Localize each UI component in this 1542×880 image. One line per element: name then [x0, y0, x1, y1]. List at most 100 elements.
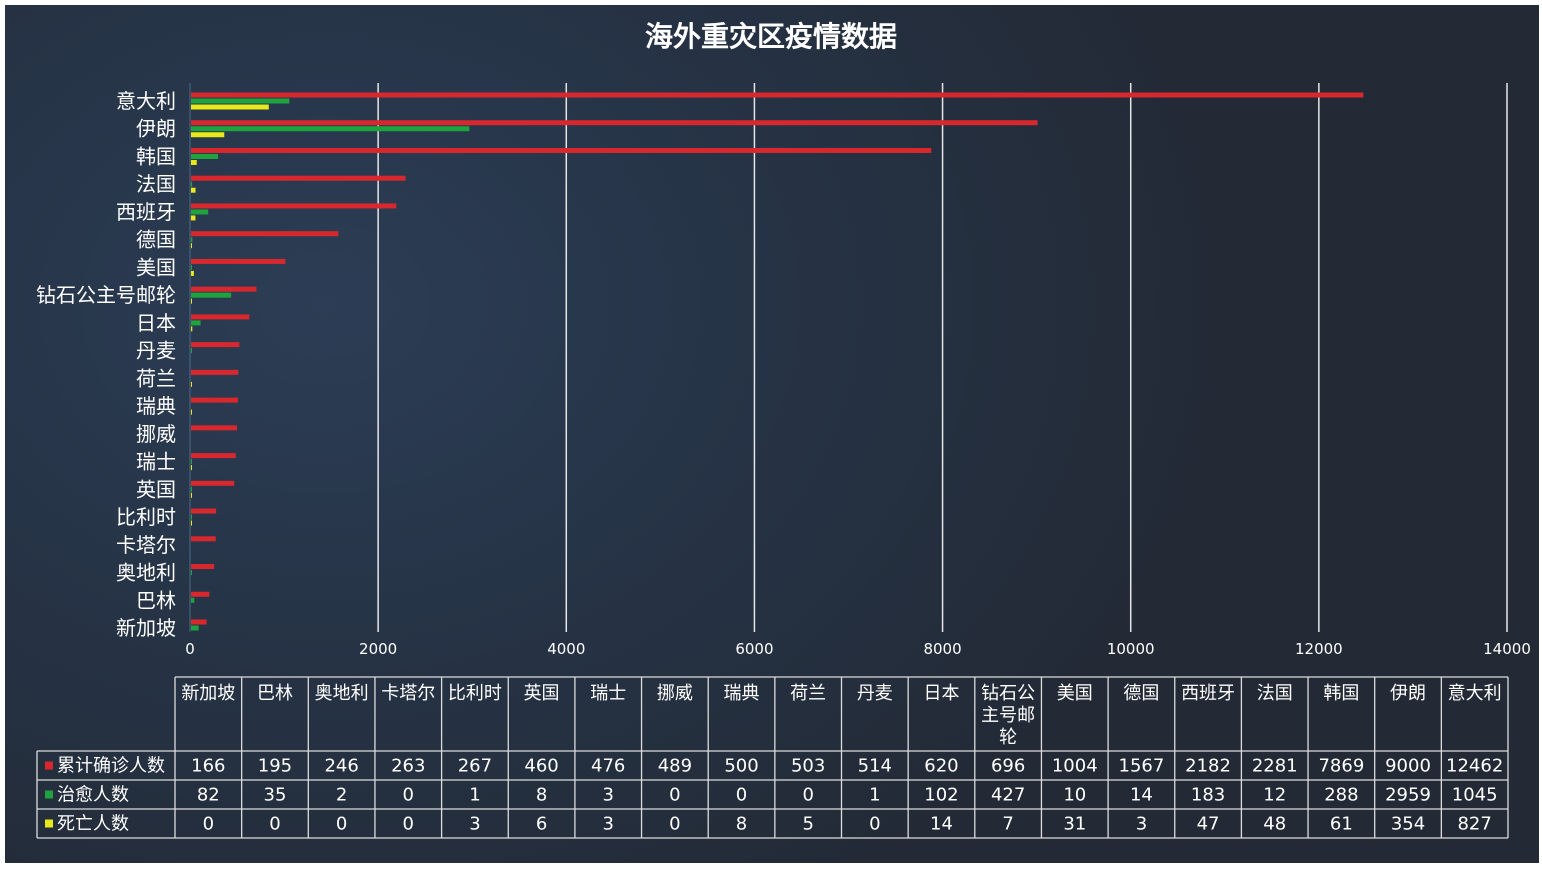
table-cell: 7869 [1318, 756, 1364, 777]
bar-累计确诊人数 [191, 93, 1363, 98]
table-cell: 31 [1063, 814, 1086, 835]
bar-治愈人数 [191, 348, 192, 353]
table-cell: 82 [197, 785, 220, 806]
bar-死亡人数 [191, 465, 192, 470]
table-cell: 460 [524, 756, 558, 777]
bar-死亡人数 [191, 493, 192, 498]
bar-死亡人数 [191, 521, 192, 526]
table-header-cell: 巴林 [257, 683, 293, 704]
bar-治愈人数 [191, 126, 469, 131]
table-cell: 1 [869, 785, 880, 806]
bar-死亡人数 [191, 382, 192, 387]
bar-累计确诊人数 [191, 120, 1038, 125]
table-cell: 0 [669, 785, 680, 806]
bar-累计确诊人数 [191, 536, 216, 541]
bar-治愈人数 [191, 209, 208, 214]
legend-swatch [45, 820, 53, 828]
category-label: 丹麦 [136, 339, 176, 363]
table-cell: 503 [791, 756, 825, 777]
category-label: 卡塔尔 [116, 533, 176, 557]
table-cell: 267 [458, 756, 492, 777]
table-cell: 14 [1130, 785, 1153, 806]
table-header-cell: 挪威 [657, 683, 693, 704]
bar-累计确诊人数 [191, 176, 406, 181]
bar-累计确诊人数 [191, 564, 214, 569]
table-cell: 246 [324, 756, 358, 777]
table-cell: 427 [991, 785, 1025, 806]
table-cell: 1004 [1052, 756, 1098, 777]
table-cell: 6 [536, 814, 547, 835]
x-tick-label: 10000 [1107, 640, 1155, 658]
category-label: 新加坡 [116, 616, 176, 640]
grid-lines [190, 83, 1507, 632]
table-cell: 8 [536, 785, 547, 806]
bar-累计确诊人数 [191, 481, 234, 486]
category-label: 法国 [136, 172, 176, 196]
table-header-cell: 美国 [1057, 683, 1093, 704]
bar-治愈人数 [191, 182, 192, 187]
category-label: 韩国 [136, 144, 176, 168]
table-cell: 12462 [1446, 756, 1503, 777]
bar-治愈人数 [191, 154, 218, 159]
x-tick-label: 6000 [735, 640, 773, 658]
category-label: 英国 [136, 477, 176, 501]
bar-累计确诊人数 [191, 148, 931, 153]
bar-死亡人数 [191, 215, 195, 220]
bar-累计确诊人数 [191, 259, 285, 264]
table-cell: 5 [802, 814, 813, 835]
legend-label: 治愈人数 [57, 785, 129, 806]
category-label: 德国 [136, 228, 176, 252]
bar-累计确诊人数 [191, 342, 239, 347]
table-cell: 166 [191, 756, 225, 777]
category-label: 伊朗 [136, 117, 176, 141]
bar-治愈人数 [191, 320, 201, 325]
table-header-cell: 瑞典 [724, 683, 760, 704]
table-header-cell: 韩国 [1323, 683, 1359, 704]
table-header-cell: 德国 [1123, 683, 1159, 704]
category-label: 钻石公主号邮轮 [36, 283, 176, 307]
category-label: 意大利 [116, 89, 176, 113]
bar-治愈人数 [191, 515, 192, 520]
table-cell: 2182 [1185, 756, 1231, 777]
table-header-cell: 钻石公主号邮轮 [981, 683, 1035, 748]
table-cell: 8 [736, 814, 747, 835]
legend-label: 累计确诊人数 [57, 756, 165, 777]
chart-title: 海外重灾区疫情数据 [645, 20, 897, 53]
table-cell: 48 [1263, 814, 1286, 835]
legend-swatch [45, 762, 53, 770]
category-label: 比利时 [116, 505, 176, 529]
category-label: 瑞典 [136, 394, 176, 418]
table-cell: 0 [802, 785, 813, 806]
table-cell: 12 [1263, 785, 1286, 806]
bar-累计确诊人数 [191, 287, 256, 292]
table-header-cell: 荷兰 [790, 683, 826, 704]
table-cell: 3 [602, 785, 613, 806]
x-tick-label: 8000 [923, 640, 961, 658]
bar-治愈人数 [191, 459, 192, 464]
bar-累计确诊人数 [191, 231, 338, 236]
bar-累计确诊人数 [191, 203, 396, 208]
table-cell: 0 [203, 814, 214, 835]
x-tick-label: 2000 [359, 640, 397, 658]
category-label: 西班牙 [116, 200, 176, 224]
category-label: 挪威 [136, 422, 176, 446]
category-label: 巴林 [136, 588, 176, 612]
table-header-cell: 伊朗 [1390, 683, 1426, 704]
table-header-cell: 比利时 [448, 683, 502, 704]
x-tick-label: 12000 [1295, 640, 1343, 658]
table-cell: 0 [869, 814, 880, 835]
table-cell: 183 [1191, 785, 1225, 806]
bar-死亡人数 [191, 326, 192, 331]
bar-累计确诊人数 [191, 398, 238, 403]
category-labels: 意大利伊朗韩国法国西班牙德国美国钻石公主号邮轮日本丹麦荷兰瑞典挪威瑞士英国比利时… [36, 89, 176, 640]
table-cell: 288 [1324, 785, 1358, 806]
table-cell: 0 [736, 785, 747, 806]
bar-累计确诊人数 [191, 425, 237, 430]
bar-chart: 海外重灾区疫情数据 意大利伊朗韩国法国西班牙德国美国钻石公主号邮轮日本丹麦荷兰瑞… [5, 5, 1539, 863]
bar-死亡人数 [191, 132, 224, 137]
table-header-cell: 瑞士 [590, 683, 626, 704]
bars [191, 93, 1363, 631]
category-label: 奥地利 [116, 561, 176, 585]
bar-死亡人数 [191, 160, 197, 165]
table-header-cell: 新加坡 [181, 683, 235, 704]
